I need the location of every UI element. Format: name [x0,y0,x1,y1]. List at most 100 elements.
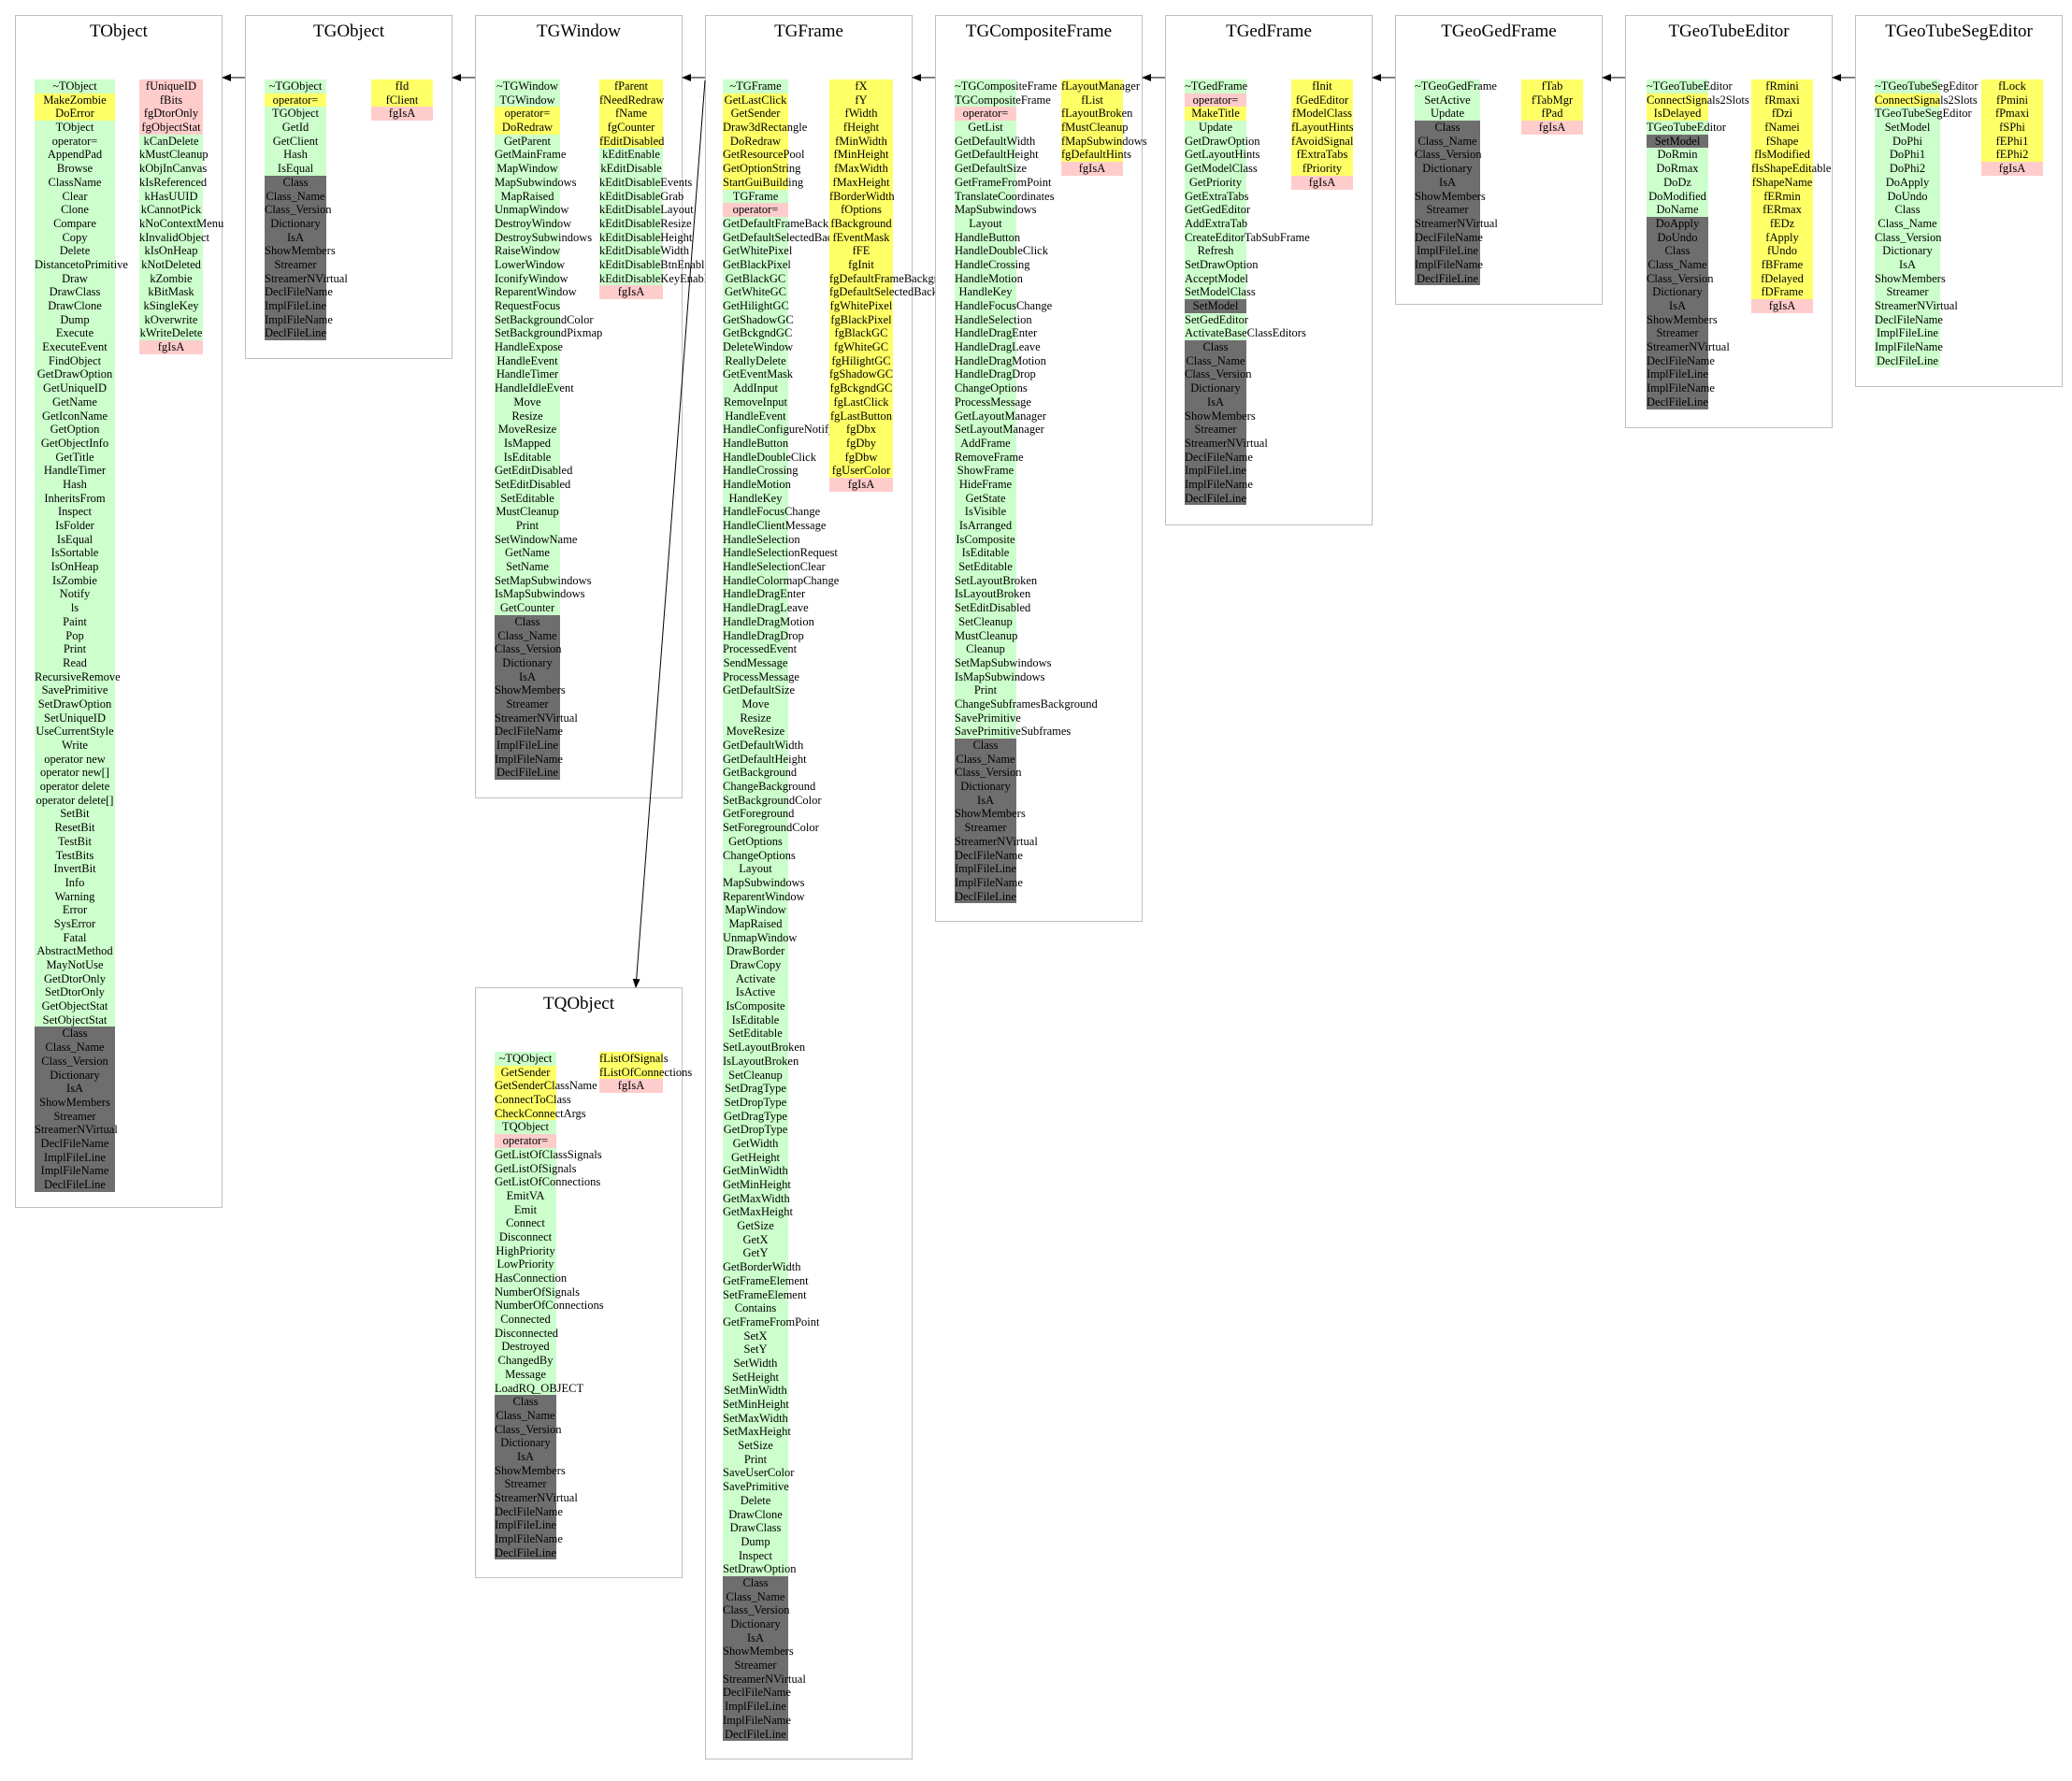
method-entry: Streamer [495,1477,556,1491]
method-entry: SetEditDisabled [495,477,571,492]
method-entry: TGeoTubeSegEditor [1875,107,1972,122]
member-entry: fRmini [1751,79,1813,93]
method-entry: GetBackground [723,766,798,781]
member-entry: kCanDelete [139,134,203,149]
method-entry: ReallyDelete [723,353,788,368]
method-entry: MoveResize [723,725,788,739]
method-entry: GetResourcePool [723,148,805,163]
method-entry: StreamerNVirtual [495,1491,578,1505]
method-entry: Class_Name [495,1408,556,1423]
method-entry: StreamerNVirtual [723,1672,806,1687]
method-entry: ~TGedFrame [1185,79,1248,93]
member-entry: fInit [1291,79,1353,93]
method-entry: MapSubwindows [723,875,805,890]
method-entry: ShowMembers [495,683,566,697]
method-entry: IsActive [723,985,788,1000]
method-entry: SavePrimitive [723,1480,789,1494]
method-entry: ShowMembers [1875,271,1946,286]
member-entry: fgDefaultHints [1061,148,1131,163]
method-entry: DeclFileName [1647,353,1715,368]
method-entry: ImplFileName [35,1164,115,1178]
method-entry: GetListOfSignals [495,1161,577,1176]
method-entry: SetDropType [723,1095,788,1110]
method-entry: Class_Name [35,1041,115,1055]
member-entry: fY [829,93,893,108]
method-entry: HandleIdleEvent [495,381,574,395]
method-entry: operator new [35,752,115,767]
method-entry: DeclFileLine [1185,491,1246,506]
method-entry: operator= [955,107,1016,122]
method-entry: StreamerNVirtual [1415,216,1498,231]
method-entry: GetHeight [723,1150,788,1165]
method-entry: HandleDragEnter [955,326,1038,341]
method-entry: GetHilightGC [723,299,789,313]
member-entry: fMustCleanup [1061,121,1129,135]
method-entry: GetParent [495,134,560,149]
method-entry: GetMaxHeight [723,1205,793,1220]
method-entry: Class_Version [495,642,562,656]
method-entry: Class [495,614,560,629]
method-entry: ImplFileName [1647,381,1715,395]
method-entry: DeclFileName [1875,312,1943,327]
class-box-tqobject: TQObject ~TQObject GetSender GetSenderClas… [475,987,692,1578]
member-entry: fgWhitePixel [829,299,893,313]
class-box-tgwindow: TGWindow ~TGWindow TGWindow operator= DoRed… [475,15,712,798]
member-entry: kSingleKey [139,299,203,313]
member-entry: fMinWidth [829,134,893,149]
method-entry: Print [495,519,560,533]
method-entry: Refresh [1185,244,1246,258]
method-entry: LowerWindow [495,257,566,272]
method-entry: Destroyed [495,1340,556,1355]
method-entry: AddFrame [955,436,1016,451]
class-title: TGeoTubeSegEditor [1885,22,2033,41]
method-entry: Info [35,875,115,890]
member-entry: fgWhiteGC [829,340,893,354]
method-entry: Class_Version [955,766,1022,781]
methods-list: ~TGeoGedFrame SetActive Update Class Class_N… [1415,79,1498,286]
method-entry: DoError [35,107,115,122]
members-list: fX fY fWidth fHeight fMinWidth fMinHeight fMax… [829,79,971,492]
method-entry: HandleSelection [955,312,1032,327]
method-entry: ChangeOptions [723,848,796,863]
method-entry: DoName [1647,203,1708,217]
method-entry: MakeTitle [1185,107,1246,122]
method-entry: GetListOfConnections [495,1175,601,1189]
method-entry: StreamerNVirtual [1647,340,1730,354]
method-entry: DoRmin [1647,148,1708,163]
method-entry: GetBlackGC [723,271,788,286]
method-entry: GetDefaultSize [723,683,796,697]
method-entry: SetModel [1185,299,1246,313]
method-entry: AbstractMethod [35,944,115,958]
method-entry: GetDefaultSelectedBackground [723,230,871,245]
method-entry: Move [495,395,560,409]
method-entry: HandleDragMotion [955,353,1046,368]
method-entry: HideFrame [955,477,1016,492]
method-entry: SetModelClass [1185,285,1256,299]
method-entry: ConnectToClass [495,1093,571,1107]
method-entry: operator= [495,107,560,122]
method-entry: SetModel [1647,134,1708,149]
method-entry: ResetBit [35,821,115,835]
method-entry: ImplFileName [955,875,1023,890]
member-entry: kBitMask [139,285,203,299]
method-entry: SetModel [1875,121,1940,135]
method-entry: SetMaxWidth [723,1411,788,1426]
method-entry: ImplFileLine [495,1518,556,1533]
method-entry: ChangeSubframesBackground [955,697,1098,711]
method-entry: NumberOfConnections [495,1299,604,1314]
method-entry: SetEditable [495,491,560,506]
method-entry: DestroySubwindows [495,230,593,245]
method-entry: Activate [723,971,788,986]
member-entry: fPriority [1291,162,1353,176]
method-entry: DoApply [1647,216,1708,231]
method-entry: StreamerNVirtual [265,271,348,286]
method-entry: MapWindow [723,903,788,917]
method-entry: HandleConfigureNotify [723,423,835,437]
method-entry: SetObjectStat [35,1013,115,1027]
member-entry: fgCounter [599,121,663,135]
method-entry: UseCurrentStyle [35,725,115,739]
method-entry: Streamer [1415,203,1480,217]
method-entry: GetBorderWidth [723,1260,801,1274]
method-entry: ~TGWindow [495,79,560,93]
class-box-tgframe: TGFrame ~TGFrame GetLastClick GetSender Dra… [705,15,971,1759]
